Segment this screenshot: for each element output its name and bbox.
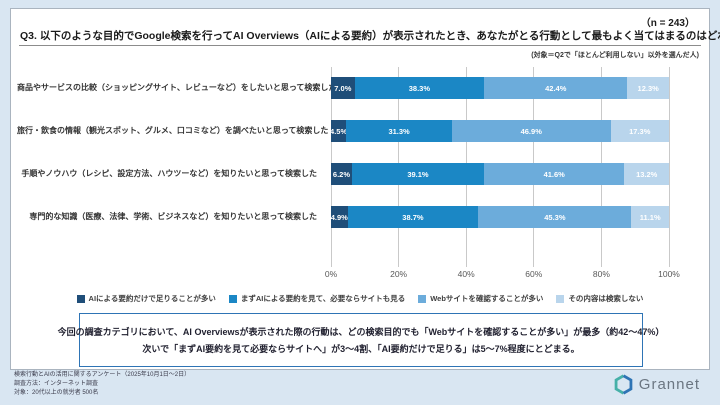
x-axis-tick-label: 20%	[390, 269, 408, 279]
target-note: (対象＝Q2で「ほとんど利用しない」以外を選んだ人)	[531, 52, 699, 59]
x-axis-tick-label: 40%	[457, 269, 475, 279]
category-label: 商品やサービスの比較（ショッピングサイト、レビューなど）をしたいと思って検索した	[17, 83, 337, 92]
report-card: （n = 243） Q3. 以下のような目的でGoogle検索を行ってAI Ov…	[10, 8, 720, 370]
gridline	[668, 67, 670, 267]
legend-label: まずAIによる要約を見て、必要ならサイトも見る	[240, 294, 406, 303]
category-labels: 商品やサービスの比較（ショッピングサイト、レビューなど）をしたいと思って検索した…	[17, 67, 337, 263]
x-axis-tick-label: 80%	[592, 269, 610, 279]
bar-segment: 7.0%	[331, 77, 355, 99]
bar-row: 4.5% 31.3% 46.9% 17.3%	[330, 120, 669, 142]
company-logo: Grannet	[613, 374, 700, 395]
sample-size-label: （n = 243）	[640, 18, 695, 29]
legend-label: その内容は検索しない	[568, 294, 644, 303]
legend-marker-icon	[418, 294, 427, 303]
footnote-line: 検索行動とAIの活用に関するアンケート（2025年10月1日～2日）	[14, 372, 191, 378]
x-axis-tick-label: 0%	[324, 269, 338, 279]
bar-segment: 45.3%	[478, 206, 632, 228]
bar-segment: 41.6%	[483, 163, 625, 185]
bar-row: 6.2% 39.1% 41.6% 13.2%	[331, 163, 669, 185]
bar-segment: 39.1%	[351, 163, 484, 185]
grannet-hexagon-icon	[614, 374, 633, 395]
legend-label: Webサイトを確認することが多い	[430, 294, 544, 303]
title-divider	[19, 45, 701, 46]
legend-marker-icon	[556, 294, 565, 303]
page-title: Q3. 以下のような目的でGoogle検索を行ってAI Overviews（AI…	[20, 30, 720, 42]
bar-segment: 46.9%	[451, 120, 611, 142]
bar-segment: 38.3%	[354, 77, 485, 99]
legend-marker-icon	[228, 294, 237, 303]
legend-item: AIによる要約だけで足りることが多い	[76, 293, 216, 304]
bar-segment: 17.3%	[610, 120, 669, 142]
chart-legend: AIによる要約だけで足りることが多い まずAIによる要約を見て、必要ならサイトも見…	[11, 293, 709, 304]
survey-footnotes: 検索行動とAIの活用に関するアンケート（2025年10月1日～2日） 調査方法：イ…	[14, 371, 190, 398]
summary-line-1: 今回の調査カテゴリにおいて、AI Overviewsが表示された際の行動は、どの…	[57, 327, 665, 337]
legend-item: まずAIによる要約を見て、必要ならサイトも見る	[228, 293, 406, 304]
bar-segment: 11.1%	[631, 206, 669, 228]
category-label: 旅行・飲食の情報（観光スポット、グルメ、口コミなど）を調べたいと思って検索した	[17, 126, 329, 135]
bar-segment: 4.5%	[330, 120, 347, 142]
x-axis-tick-label: 100%	[658, 269, 680, 279]
footnote-line: 対象：20代以上の就労者 500名	[14, 390, 99, 396]
x-axis: 0% 20% 40% 60% 80% 100%	[325, 269, 680, 281]
summary-line-2: 次いで「まずAI要約を見て必要ならサイトへ」が3～4割、「AI要約だけで足りる」…	[142, 344, 580, 354]
plot-area: 7.0% 38.3% 42.4% 12.3% 4.5% 31.3% 46.9% 17.3% 6.…	[330, 67, 670, 267]
legend-item: その内容は検索しない	[556, 293, 643, 304]
category-label: 専門的な知識（医療、法律、学術、ビジネスなど）を知りたいと思って検索した	[29, 212, 317, 221]
bar-segment: 42.4%	[484, 77, 628, 99]
category-label: 手順やノウハウ（レシピ、設定方法、ハウツーなど）を知りたいと思って検索した	[21, 169, 317, 178]
legend-label: AIによる要約だけで足りることが多い	[88, 294, 216, 303]
bar-segment: 4.9%	[331, 206, 348, 228]
bar-row: 7.0% 38.3% 42.4% 12.3%	[331, 77, 669, 99]
legend-marker-icon	[76, 294, 85, 303]
x-axis-tick-label: 60%	[525, 269, 543, 279]
bar-segment: 38.7%	[347, 206, 479, 228]
bar-segment: 6.2%	[331, 163, 352, 185]
bar-segment: 31.3%	[346, 120, 452, 142]
bar-segment: 13.2%	[624, 163, 669, 185]
logo-text: Grannet	[638, 376, 700, 393]
bar-segment: 12.3%	[627, 77, 669, 99]
legend-item: Webサイトを確認することが多い	[418, 293, 543, 304]
summary-callout: 今回の調査カテゴリにおいて、AI Overviewsが表示された際の行動は、どの…	[58, 313, 664, 367]
footnote-line: 調査方法：インターネット調査	[14, 381, 99, 387]
bar-row: 4.9% 38.7% 45.3% 11.1%	[331, 206, 669, 228]
